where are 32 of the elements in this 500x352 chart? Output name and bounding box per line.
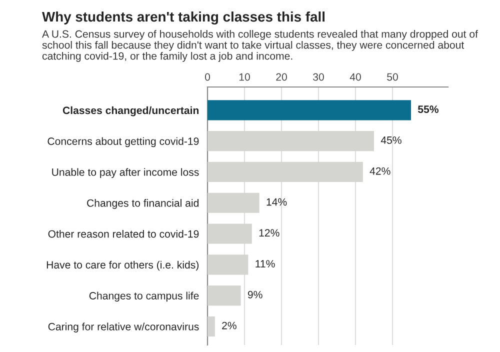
y-tick-label: Changes to financial aid (87, 199, 198, 209)
data-label: 45% (380, 136, 402, 144)
y-tick-label: Classes changed/uncertain (62, 106, 199, 116)
data-label: 14% (266, 198, 287, 206)
y-tick-label: Caring for relative w/coronavirus (48, 322, 199, 332)
x-tick-label: 30 (313, 73, 324, 81)
bar (208, 131, 374, 152)
bar (208, 162, 363, 182)
data-label: 11% (256, 260, 275, 268)
bar (208, 254, 248, 275)
bar (208, 286, 241, 306)
x-tick-label: 40 (350, 73, 361, 81)
y-tick-label: Have to care for others (i.e. kids) (46, 260, 199, 271)
data-label: 55% (418, 106, 439, 114)
y-tick-label: Changes to campus life (89, 292, 199, 302)
y-tick-label: Concerns about getting covid-19 (48, 137, 199, 148)
chart-subtitle: A U.S. Census survey of households with college students revealed that many dropped out of school this fall because they didn't want to take virtual classes, they were concerned about catching covid-19, or the family lost a job and income. (42, 30, 478, 62)
data-label: 9% (248, 290, 262, 298)
x-tick-label: 0 (204, 73, 210, 81)
data-label: 42% (370, 167, 390, 175)
bar (208, 100, 411, 120)
data-label: 2% (222, 322, 236, 330)
bar (208, 192, 260, 213)
x-tick-label: 20 (276, 73, 287, 81)
bar (208, 316, 215, 337)
x-tick-label: 50 (387, 73, 398, 81)
x-tick-label: 10 (239, 73, 250, 81)
y-tick-label: Other reason related to covid-19 (48, 230, 199, 238)
data-label: 12% (259, 229, 280, 237)
bar (208, 224, 252, 244)
y-tick-label: Unable to pay after income loss (52, 168, 199, 178)
chart-title: Why students aren't taking classes this fall (42, 11, 324, 25)
